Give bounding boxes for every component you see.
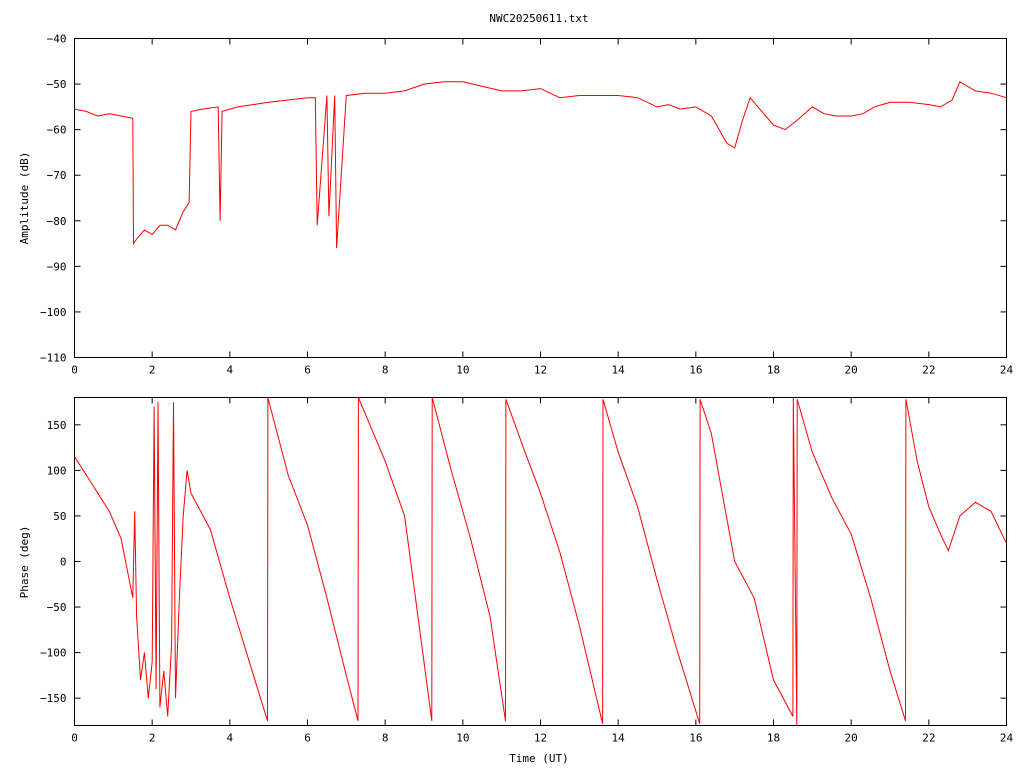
phase-x-tick-label: 22 [922,732,935,745]
phase-x-tick-label: 16 [689,732,702,745]
phase-x-tick-label: 8 [382,732,389,745]
phase-series-line [74,397,1007,726]
amplitude-x-tick-label: 2 [149,364,156,377]
time-x-axis-label: Time (UT) [509,752,569,765]
amplitude-y-tick-label: −80 [47,215,67,228]
amplitude-y-tick-label: −70 [47,169,67,182]
phase-y-tick-label: −100 [40,647,67,660]
amplitude-panel: 0 2 4 6 8 10 12 14 16 18 20 22 24−110−100−90−80−70−6… [18,33,1013,377]
phase-x-tick-label: 10 [456,732,469,745]
amplitude-x-tick-label: 22 [922,364,935,377]
amplitude-x-tick-label: 20 [845,364,858,377]
chart-title: NWC20250611.txt [489,12,588,25]
phase-x-tick-label: 4 [227,732,234,745]
amplitude-y-axis-label: Amplitude (dB) [18,152,31,245]
phase-y-tick-label: 100 [47,464,67,477]
amplitude-x-tick-label: 8 [382,364,389,377]
amplitude-y-tick-label: −110 [40,352,67,365]
amplitude-x-tick-label: 6 [304,364,311,377]
amplitude-y-tick-label: −40 [47,33,67,46]
phase-y-tick-label: −50 [47,601,67,614]
phase-panel: 0 2 4 6 8 10 12 14 16 18 20 22 24−150−100−5005010015… [18,397,1014,765]
phase-traces [74,397,1007,726]
phase-x-tick-label: 2 [149,732,156,745]
amplitude-traces [74,81,1007,249]
phase-y-tick-label: 50 [53,510,66,523]
phase-x-tick-label: 0 [71,732,78,745]
phase-x-tick-label: 6 [304,732,311,745]
phase-y-axis-label: Phase (deg) [18,526,31,599]
amplitude-x-tick-label: 0 [71,364,78,377]
amplitude-x-tick-label: 24 [1000,364,1014,377]
amplitude-y-tick-label: −100 [40,306,67,319]
amplitude-y-tick-label: −50 [47,78,67,91]
phase-axes: 0 2 4 6 8 10 12 14 16 18 20 22 24−150−100−5005010015… [40,397,1014,745]
amplitude-x-tick-label: 14 [612,364,626,377]
amplitude-x-tick-label: 4 [227,364,234,377]
phase-x-tick-label: 14 [612,732,626,745]
amplitude-axes: 0 2 4 6 8 10 12 14 16 18 20 22 24−110−100−90−80−70−6… [40,33,1013,377]
phase-x-tick-label: 18 [767,732,780,745]
phase-plot-frame [74,397,1007,726]
amplitude-x-tick-label: 10 [456,364,469,377]
phase-x-tick-label: 24 [1000,732,1014,745]
amplitude-x-tick-label: 18 [767,364,780,377]
phase-x-tick-label: 20 [845,732,858,745]
amplitude-y-tick-label: −90 [47,260,67,273]
amplitude-plot-frame [74,38,1007,358]
amplitude-series-line [74,81,1007,249]
phase-y-tick-label: 150 [47,419,67,432]
amplitude-y-tick-label: −60 [47,124,67,137]
phase-x-tick-label: 12 [534,732,547,745]
amplitude-x-tick-label: 16 [689,364,702,377]
phase-y-tick-label: 0 [60,556,67,569]
amplitude-x-tick-label: 12 [534,364,547,377]
phase-y-tick-label: −150 [40,692,67,705]
